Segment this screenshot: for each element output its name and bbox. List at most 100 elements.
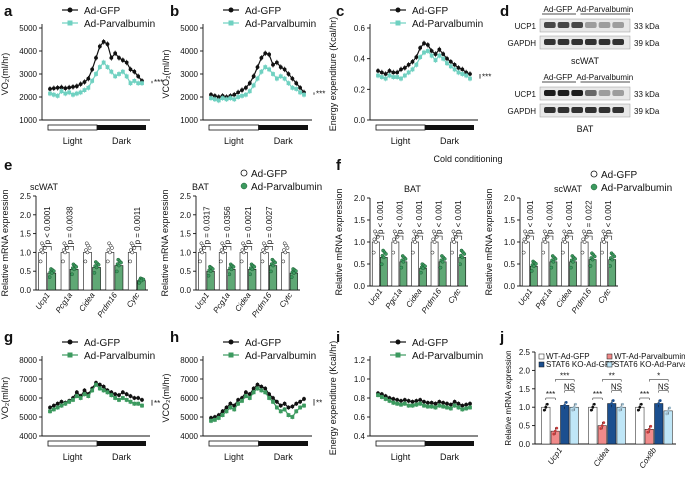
chart-e-1: 0.0 0.5 1.0 1.5 2.0 2.5 Relative mRNA expressi… [160, 182, 300, 319]
data-point [48, 409, 52, 414]
bar-gfp [218, 252, 228, 291]
legend-parv-marker [395, 352, 401, 358]
sig-label: NS [658, 383, 669, 392]
data-point [379, 75, 384, 79]
data-point [418, 398, 423, 402]
data-point [452, 403, 457, 408]
replicate-dot [531, 264, 536, 269]
panel-label-a: a [4, 3, 13, 20]
y-tick-label: 0.4 [354, 432, 366, 441]
pvalue-label: p = 0.0011 [133, 206, 142, 244]
legend-parv-label: Ad-Parvalbumin [412, 19, 483, 30]
bar-gfp [105, 252, 115, 291]
replicate-dot [271, 263, 275, 268]
light-phase-bar [47, 440, 98, 447]
data-point [124, 60, 129, 65]
y-tick-label: 1.0 [519, 403, 531, 412]
y-tick-label: 2.5 [519, 348, 531, 357]
cold-conditioning-title: Cold conditioning [433, 154, 502, 164]
replicate-dot [105, 259, 110, 264]
bar [588, 406, 598, 445]
data-point [410, 403, 415, 408]
band-label: UCP1 [515, 22, 537, 31]
bar-parvalbumin [248, 269, 257, 291]
data-point [456, 65, 461, 70]
data-point [448, 59, 453, 64]
pvalue-bracket [525, 235, 534, 240]
data-point [298, 90, 303, 95]
data-point [445, 56, 449, 61]
replicate-dot [608, 405, 612, 408]
y-tick-label: 0.0 [354, 282, 366, 291]
replicate-dot [571, 408, 575, 412]
chart-i: 0.4 0.6 0.8 1.0 1.2 Energy expenditure (Kcal/… [328, 338, 483, 462]
replicate-dot [371, 250, 376, 255]
replicate-dot [110, 246, 114, 250]
replicate-dot [646, 430, 650, 434]
data-point [128, 394, 133, 398]
replicate-dot [590, 257, 595, 262]
category-label: Cytc [446, 287, 463, 305]
kda-label: 39 kDa [634, 107, 660, 116]
data-point [78, 396, 83, 400]
data-point [271, 72, 275, 76]
data-point [59, 85, 64, 90]
pvalue-label: p = 0.0356 [223, 206, 232, 245]
bar-parvalbumin [438, 261, 447, 287]
replicate-dot [198, 259, 202, 264]
y-tick-label: 8000 [180, 356, 198, 365]
sig-label: ** [609, 372, 615, 381]
bar-gfp [561, 241, 569, 287]
data-point [109, 56, 114, 60]
data-point [67, 399, 72, 404]
replicate-dot [438, 265, 443, 270]
replicate-dot [283, 250, 288, 255]
data-point [267, 396, 272, 400]
data-point [101, 384, 106, 389]
data-point [433, 58, 438, 63]
y-tick-label: 1.0 [354, 375, 366, 384]
legend-f-parv-marker [590, 183, 598, 191]
data-point [259, 388, 264, 393]
pvalue-label: p < 0.001 [565, 200, 574, 234]
data-point [383, 76, 388, 81]
replicate-dot [541, 250, 546, 255]
data-point [464, 402, 469, 407]
data-point [387, 73, 392, 78]
group-label-gfp: Ad-GFP [544, 73, 573, 82]
data-point [74, 390, 79, 395]
data-point [418, 401, 423, 406]
dark-label: Dark [440, 136, 460, 146]
replicate-dot [582, 240, 587, 244]
pvalue-label: p = 0.0027 [265, 206, 274, 245]
data-point [71, 92, 75, 97]
data-point [383, 397, 388, 401]
data-point [228, 96, 233, 101]
kda-label: 33 kDa [634, 22, 660, 31]
bar-gfp [580, 241, 589, 287]
replicate-dot [399, 265, 404, 270]
data-point [90, 79, 95, 83]
legend-parv-marker [228, 20, 234, 26]
ucp1-band [612, 90, 624, 96]
light-phase-bar [208, 440, 259, 447]
data-point [433, 401, 438, 406]
group-label-gfp: Ad-GFP [544, 5, 573, 14]
bar-parvalbumin [69, 269, 79, 291]
category-label: Cidea [404, 287, 424, 310]
replicate-dot [580, 250, 585, 255]
category-label: Cox8b [638, 446, 659, 471]
data-point [232, 407, 237, 412]
panel-label-g: g [4, 329, 13, 346]
y-tick-label: 5000 [19, 413, 37, 422]
category-label: Ucp1 [366, 287, 384, 307]
data-point [243, 85, 248, 90]
data-point [128, 399, 133, 404]
pvalue-label: p = 0.0317 [202, 206, 211, 245]
data-point [140, 81, 144, 86]
replicate-dot [563, 403, 567, 407]
bar [663, 410, 673, 445]
legend-parv-marker [67, 20, 73, 26]
replicate-dot [202, 246, 207, 250]
pvalue-label: p < 0.001 [545, 200, 554, 234]
